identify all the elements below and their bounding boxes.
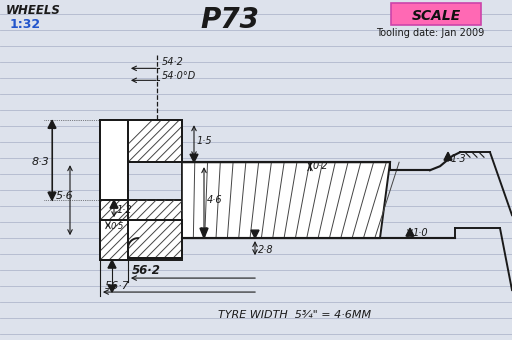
Polygon shape <box>182 162 390 238</box>
Polygon shape <box>100 200 182 220</box>
Text: 8·3: 8·3 <box>32 157 50 167</box>
Polygon shape <box>100 120 128 260</box>
Text: 56·2: 56·2 <box>132 264 161 277</box>
Text: Tooling date: Jan 2009: Tooling date: Jan 2009 <box>376 29 484 38</box>
Text: TYRE WIDTH  5¾" = 4·6MM: TYRE WIDTH 5¾" = 4·6MM <box>219 310 372 320</box>
Polygon shape <box>444 152 452 160</box>
Text: 2·8: 2·8 <box>258 245 273 255</box>
Polygon shape <box>200 228 208 238</box>
Polygon shape <box>128 220 182 258</box>
Polygon shape <box>108 285 116 292</box>
Text: 1:32: 1:32 <box>10 18 41 31</box>
Polygon shape <box>110 200 118 208</box>
Polygon shape <box>108 260 116 268</box>
Polygon shape <box>48 120 56 128</box>
Text: 54·0°D: 54·0°D <box>162 71 196 81</box>
Text: WHEELS: WHEELS <box>6 4 61 17</box>
Text: 0·2: 0·2 <box>313 161 329 171</box>
Text: SCALE: SCALE <box>411 10 461 23</box>
Text: P73: P73 <box>201 6 260 34</box>
Text: 1·2: 1·2 <box>117 205 133 215</box>
Text: 1·3: 1·3 <box>451 154 466 164</box>
Polygon shape <box>251 230 259 238</box>
Polygon shape <box>128 120 182 162</box>
Text: 0·5: 0·5 <box>111 222 124 231</box>
Text: 4·6: 4·6 <box>207 195 223 205</box>
FancyBboxPatch shape <box>391 3 481 26</box>
Text: 1·0: 1·0 <box>413 228 429 238</box>
Polygon shape <box>406 228 414 236</box>
Polygon shape <box>48 192 56 200</box>
Polygon shape <box>190 154 198 162</box>
Text: 1·5: 1·5 <box>197 136 212 146</box>
Text: 56·7: 56·7 <box>105 281 130 291</box>
Text: 54·2: 54·2 <box>162 57 184 67</box>
Text: 5·6: 5·6 <box>56 191 74 201</box>
